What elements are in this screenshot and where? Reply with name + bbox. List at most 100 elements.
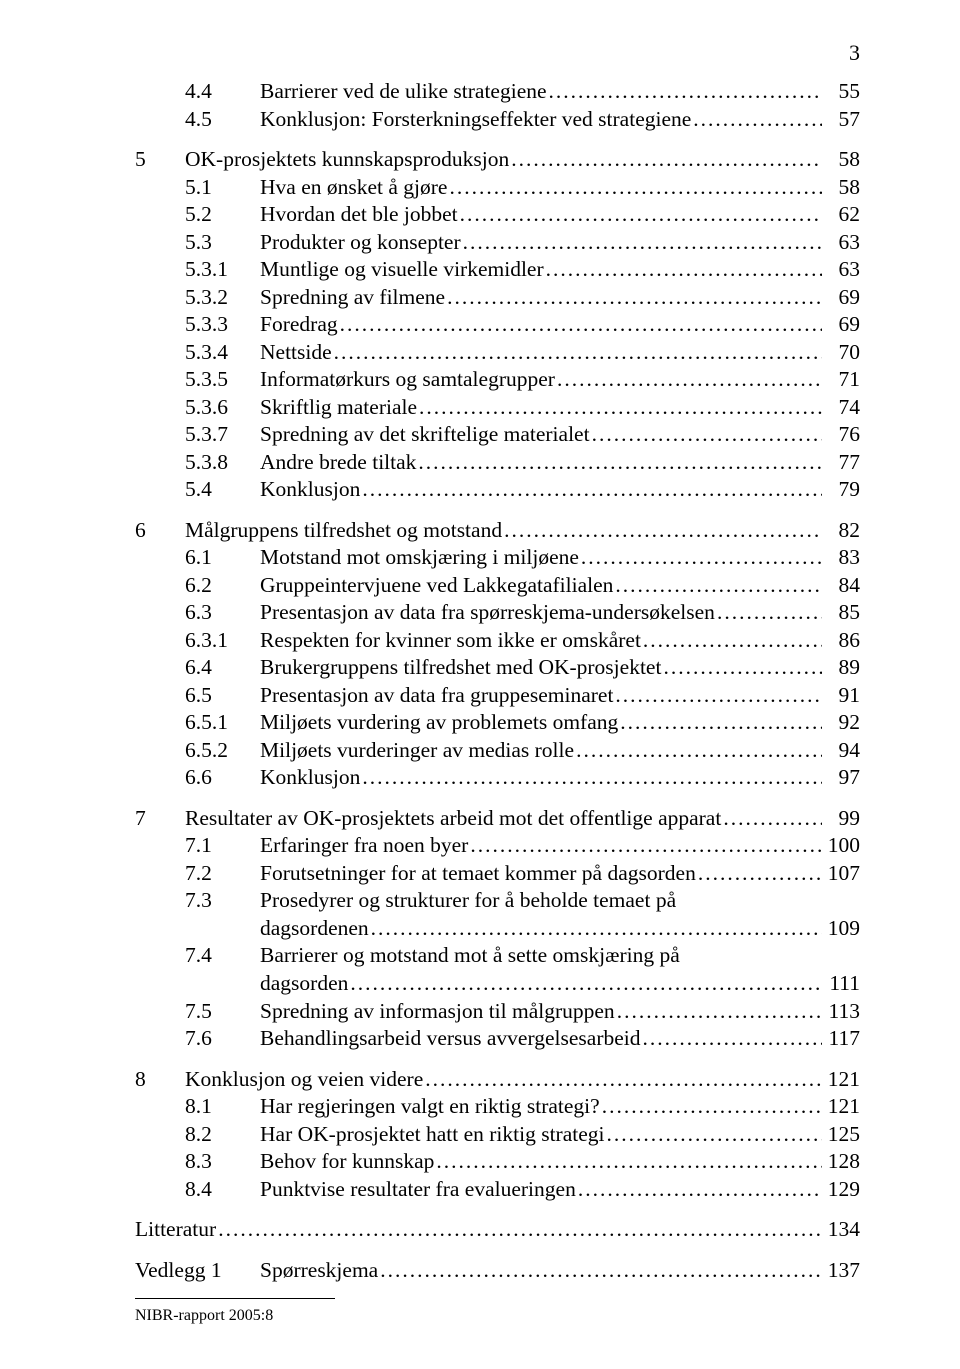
toc-page: 125 — [824, 1121, 860, 1149]
toc-section-row: 6.3.1Respekten for kvinner som ikke er o… — [135, 627, 860, 655]
toc-leader — [425, 1066, 822, 1094]
toc-page: 69 — [824, 284, 860, 312]
toc-gap — [135, 1244, 860, 1257]
toc-page: 91 — [824, 682, 860, 710]
toc-section-title: Behov for kunnskap — [260, 1148, 434, 1176]
toc-chapter-row: 6Målgruppens tilfredshet og motstand82 — [135, 517, 860, 545]
toc-section-number: 4.4 — [185, 78, 260, 106]
toc-section-title: Forutsetninger for at temaet kommer på d… — [260, 860, 696, 888]
toc-chapter-title: Resultater av OK-prosjektets arbeid mot … — [185, 805, 721, 833]
toc-page: 129 — [824, 1176, 860, 1204]
table-of-contents: 4.4Barrierer ved de ulike strategiene 554… — [135, 78, 860, 1284]
toc-section-number: 7.4 — [185, 942, 260, 970]
toc-section-title: Presentasjon av data fra spørreskjema-un… — [260, 599, 715, 627]
toc-section-row: 5.3.3Foredrag69 — [135, 311, 860, 339]
toc-section-title: Produkter og konsepter — [260, 229, 461, 257]
toc-page: 109 — [824, 915, 860, 943]
toc-section-number: 8.3 — [185, 1148, 260, 1176]
toc-leader — [418, 449, 822, 477]
toc-section-row: 6.2Gruppeintervjuene ved Lakkegatafilial… — [135, 572, 860, 600]
toc-page: 76 — [824, 421, 860, 449]
toc-section-row: 4.4Barrierer ved de ulike strategiene 55 — [135, 78, 860, 106]
toc-page: 92 — [824, 709, 860, 737]
toc-section-number: 8.2 — [185, 1121, 260, 1149]
toc-section-number: 5.3 — [185, 229, 260, 257]
toc-page: 71 — [824, 366, 860, 394]
toc-section-number: 5.3.2 — [185, 284, 260, 312]
toc-page: 58 — [824, 174, 860, 202]
toc-page: 70 — [824, 339, 860, 367]
toc-section-title: Behandlingsarbeid versus avvergelsesarbe… — [260, 1025, 641, 1053]
toc-section-number: 6.5.2 — [185, 737, 260, 765]
toc-section-number: 8.4 — [185, 1176, 260, 1204]
toc-section-title-line2: dagsorden — [260, 970, 348, 998]
toc-section-number: 6.4 — [185, 654, 260, 682]
toc-leader — [617, 998, 822, 1026]
toc-section-row: 8.1Har regjeringen valgt en riktig strat… — [135, 1093, 860, 1121]
toc-section-title: Barrierer ved de ulike strategiene — [260, 78, 547, 106]
toc-page: 79 — [824, 476, 860, 504]
toc-section-title: Har regjeringen valgt en riktig strategi… — [260, 1093, 600, 1121]
toc-section-title-line2: dagsordenen — [260, 915, 369, 943]
toc-page: 94 — [824, 737, 860, 765]
toc-page: 117 — [824, 1025, 860, 1053]
toc-gap — [135, 1053, 860, 1066]
toc-section-row: 5.3.4Nettside70 — [135, 339, 860, 367]
toc-section-row: 7.6Behandlingsarbeid versus avvergelsesa… — [135, 1025, 860, 1053]
toc-section-number: 5.3.7 — [185, 421, 260, 449]
toc-section-row: 7.3Prosedyrer og strukturer for å behold… — [135, 887, 860, 915]
toc-section-title: Hvordan det ble jobbet — [260, 201, 458, 229]
toc-section-number: 7.6 — [185, 1025, 260, 1053]
toc-page: 99 — [824, 805, 860, 833]
toc-leader — [615, 682, 822, 710]
toc-section-row: 7.5Spredning av informasjon til målgrupp… — [135, 998, 860, 1026]
toc-leader — [511, 146, 822, 174]
toc-section-title: Respekten for kvinner som ikke er omskår… — [260, 627, 641, 655]
toc-page: 128 — [824, 1148, 860, 1176]
toc-leader — [620, 709, 822, 737]
toc-section-title: Miljøets vurderinger av medias rolle — [260, 737, 574, 765]
toc-page: 55 — [824, 78, 860, 106]
toc-leader — [549, 78, 822, 106]
toc-page: 121 — [824, 1093, 860, 1121]
toc-plain-row: Litteratur134 — [135, 1216, 860, 1244]
toc-section-title: Presentasjon av data fra gruppeseminaret — [260, 682, 613, 710]
toc-chapter-title: Målgruppens tilfredshet og motstand — [185, 517, 502, 545]
toc-section-title: Miljøets vurdering av problemets omfang — [260, 709, 618, 737]
toc-page: 77 — [824, 449, 860, 477]
toc-section-number: 5.4 — [185, 476, 260, 504]
toc-section-number: 5.3.4 — [185, 339, 260, 367]
toc-section-row: 5.3.7Spredning av det skriftelige materi… — [135, 421, 860, 449]
toc-page: 62 — [824, 201, 860, 229]
toc-section-row: 6.3Presentasjon av data fra spørreskjema… — [135, 599, 860, 627]
toc-section-row: 5.3Produkter og konsepter63 — [135, 229, 860, 257]
toc-page: 83 — [824, 544, 860, 572]
toc-page: 69 — [824, 311, 860, 339]
toc-page: 85 — [824, 599, 860, 627]
toc-leader — [578, 1176, 822, 1204]
toc-page: 89 — [824, 654, 860, 682]
toc-leader — [592, 421, 822, 449]
toc-section-number: 6.5.1 — [185, 709, 260, 737]
toc-section-row: 6.4Brukergruppens tilfredshet med OK-pro… — [135, 654, 860, 682]
toc-section-row: 5.3.1Muntlige og visuelle virkemidler63 — [135, 256, 860, 284]
toc-section-row: 5.1Hva en ønsket å gjøre58 — [135, 174, 860, 202]
toc-section-title-line1: Barrierer og motstand mot å sette omskjæ… — [260, 942, 680, 970]
toc-page: 111 — [824, 970, 860, 998]
toc-section-number: 6.2 — [185, 572, 260, 600]
toc-section-title-line1: Prosedyrer og strukturer for å beholde t… — [260, 887, 676, 915]
toc-leader — [615, 572, 822, 600]
toc-gap — [135, 504, 860, 517]
toc-leader — [380, 1257, 822, 1285]
toc-section-title: Andre brede tiltak — [260, 449, 416, 477]
toc-gap — [135, 1203, 860, 1216]
toc-gap — [135, 133, 860, 146]
toc-section-title: Konklusjon — [260, 764, 360, 792]
toc-section-row: 5.3.5Informatørkurs og samtalegrupper71 — [135, 366, 860, 394]
toc-section-row-cont: dagsordenen 109 — [135, 915, 860, 943]
toc-section-row: 8.2Har OK-prosjektet hatt en riktig stra… — [135, 1121, 860, 1149]
toc-page: 121 — [824, 1066, 860, 1094]
toc-page: 82 — [824, 517, 860, 545]
toc-leader — [698, 860, 822, 888]
toc-page: 100 — [824, 832, 860, 860]
